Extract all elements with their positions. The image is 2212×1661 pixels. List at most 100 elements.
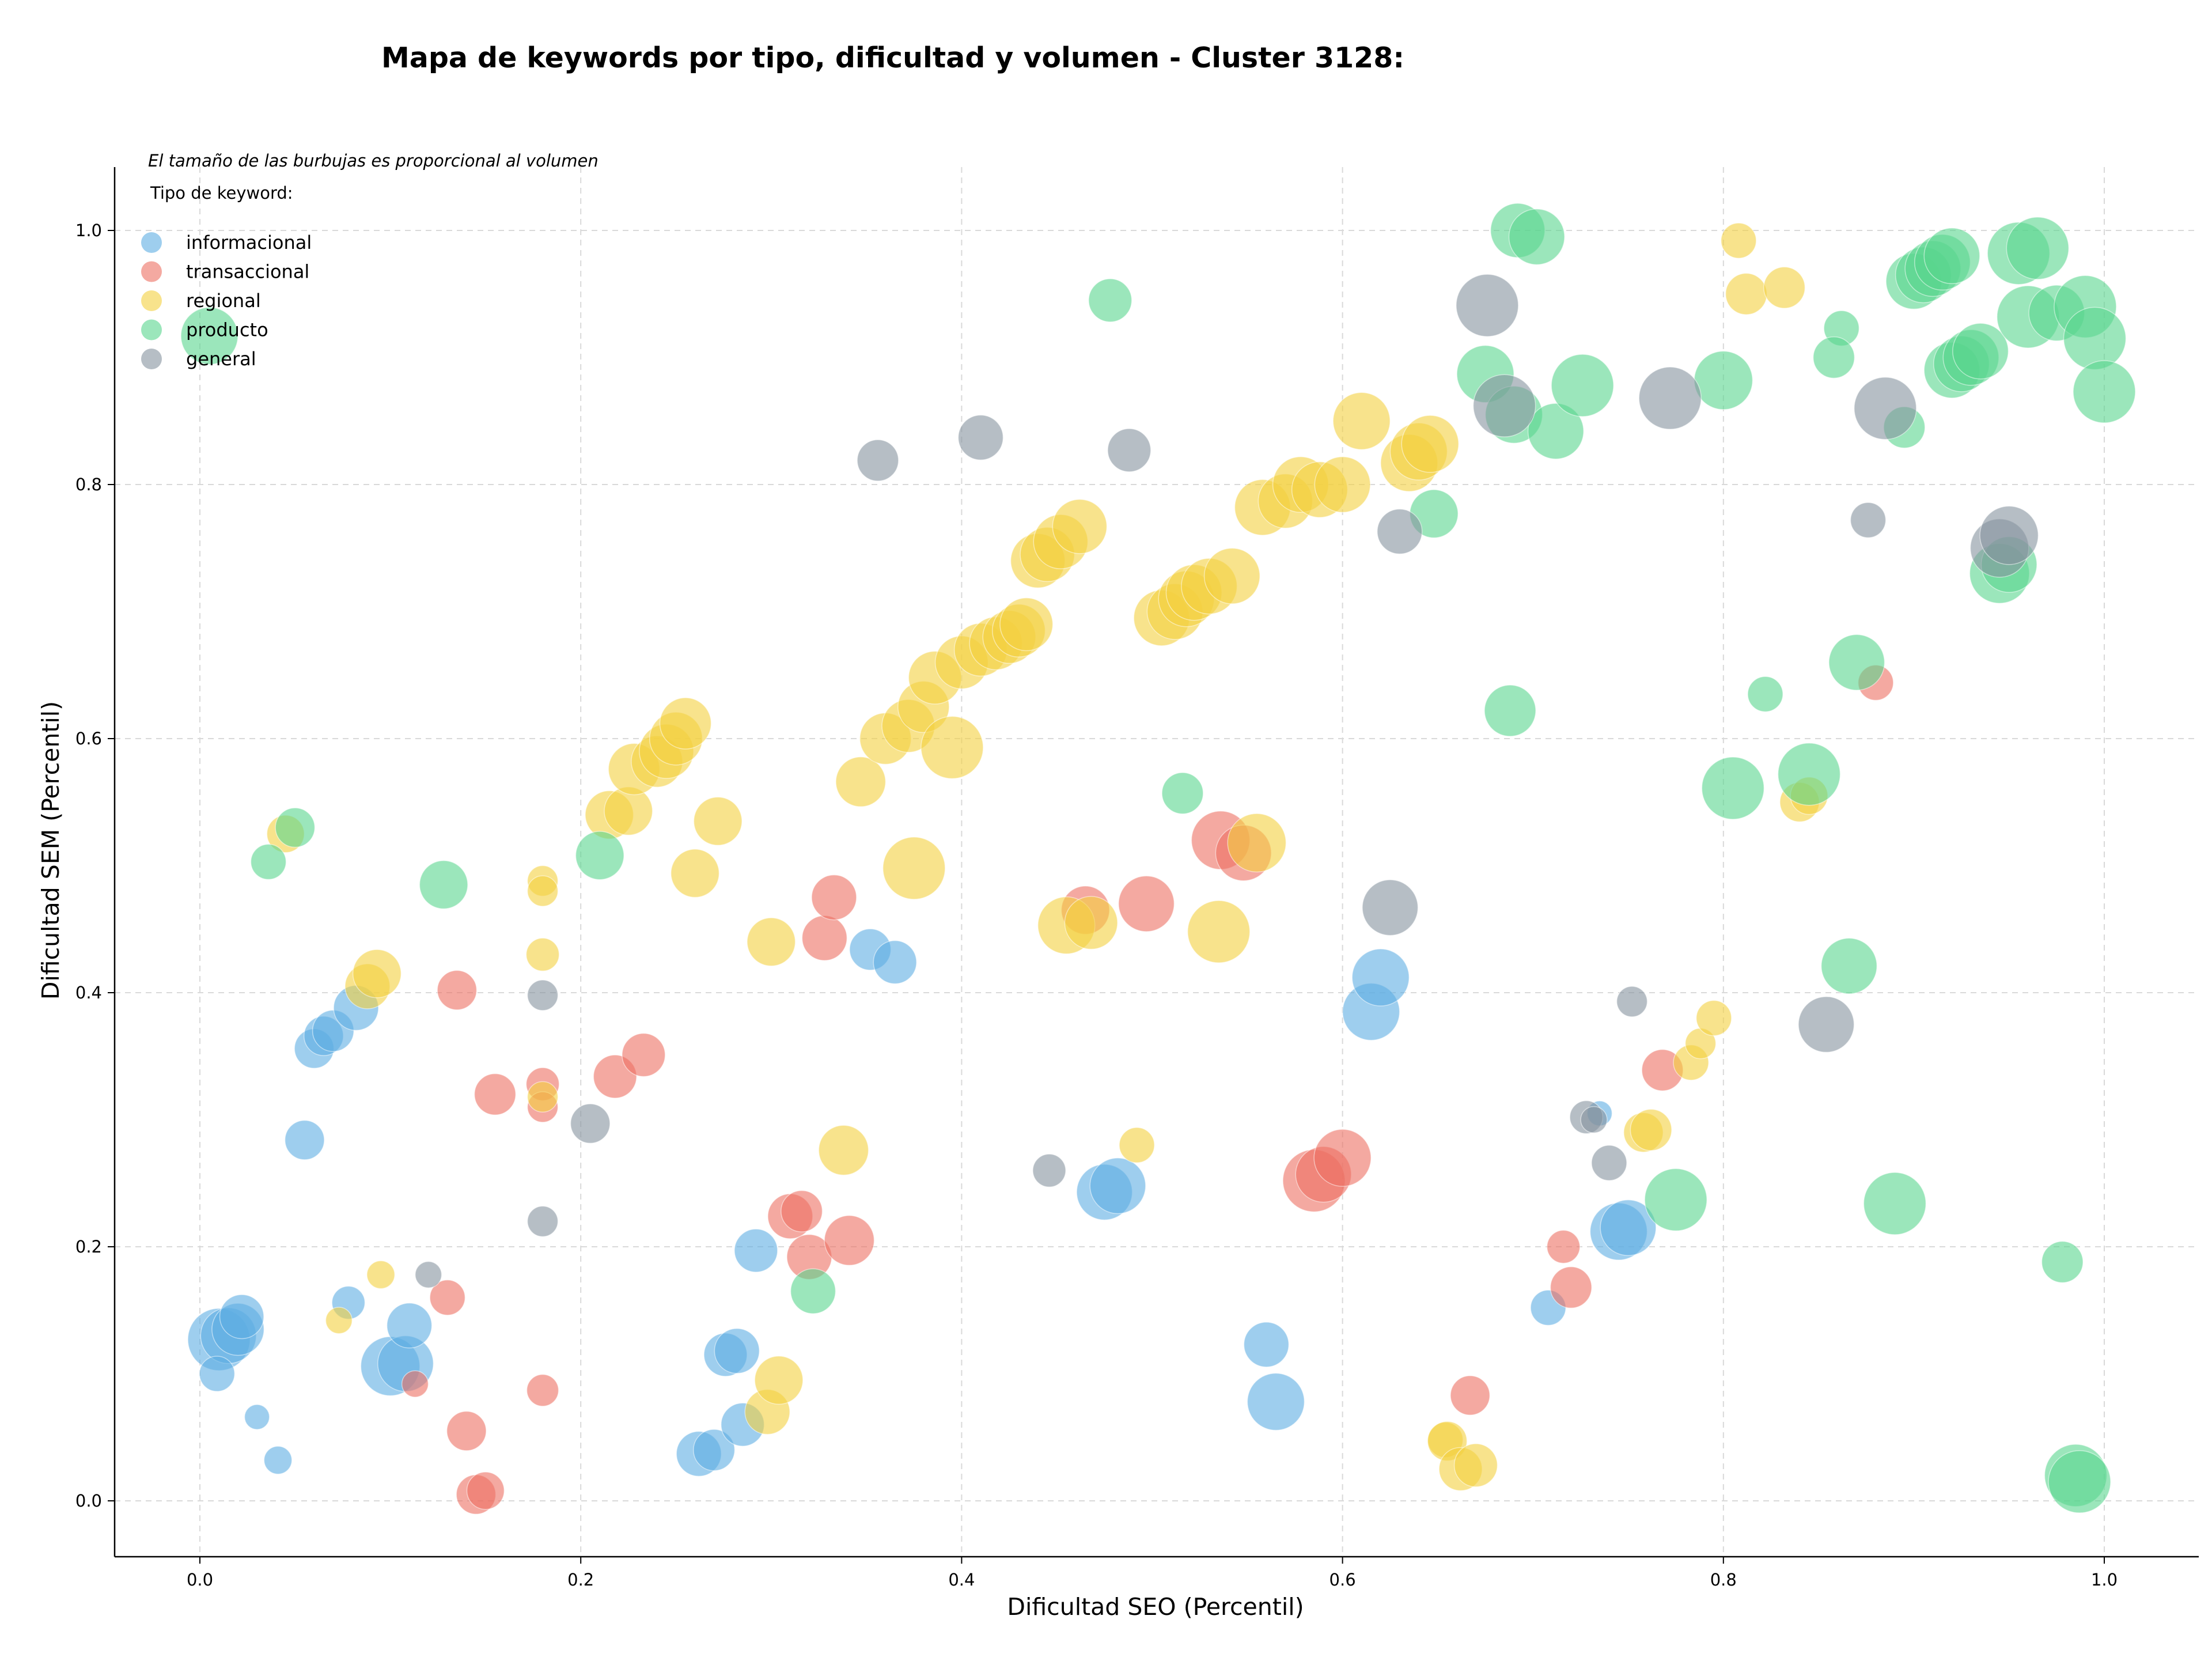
y-tick-label: 0.4 <box>75 983 102 1002</box>
regional-bubble <box>1763 266 1806 309</box>
general-bubble <box>857 439 899 482</box>
x-tick-label: 0.0 <box>187 1570 213 1590</box>
x-tick-label: 0.2 <box>567 1570 594 1590</box>
x-axis-label: Dificultad SEO (Percentil) <box>1007 1593 1304 1621</box>
producto-bubble <box>1820 937 1878 994</box>
regional-bubble <box>754 1355 804 1405</box>
producto-bubble <box>1777 742 1841 806</box>
transaccional-bubble <box>824 1215 875 1266</box>
general-bubble <box>1798 996 1855 1053</box>
general-bubble <box>415 1261 442 1289</box>
regional-bubble <box>525 937 560 972</box>
x-tick-label: 1.0 <box>2091 1570 2118 1590</box>
producto-bubble <box>1923 228 1980 285</box>
informacional-bubble <box>1247 1372 1305 1431</box>
producto-bubble <box>180 307 238 365</box>
regional-bubble <box>1453 1443 1498 1488</box>
regional-bubble <box>1119 1127 1155 1163</box>
regional-bubble <box>1052 498 1108 554</box>
x-tick-label: 0.4 <box>948 1570 975 1590</box>
legend-marker <box>141 349 162 369</box>
legend-label: regional <box>186 290 261 312</box>
general-bubble <box>570 1103 611 1144</box>
regional-bubble <box>1630 1108 1672 1151</box>
producto-bubble <box>1527 403 1584 460</box>
regional-bubble <box>527 875 559 907</box>
producto-bubble <box>1828 634 1885 691</box>
general-bubble <box>1472 374 1536 438</box>
producto-bubble <box>2073 360 2136 423</box>
transaccional-bubble <box>1450 1375 1491 1416</box>
informacional-bubble <box>284 1119 325 1160</box>
transaccional-bubble <box>429 1279 466 1316</box>
producto-bubble <box>1812 336 1855 379</box>
producto-bubble <box>1747 676 1783 713</box>
producto-bubble <box>1863 1172 1927 1235</box>
regional-bubble <box>1725 273 1768 315</box>
transaccional-bubble <box>1550 1266 1592 1309</box>
x-tick-label: 0.6 <box>1330 1570 1356 1590</box>
x-tick-label: 0.8 <box>1710 1570 1737 1590</box>
producto-bubble <box>2006 217 2070 280</box>
producto-bubble <box>1952 323 2009 380</box>
general-bubble <box>1591 1145 1627 1181</box>
legend-marker <box>141 261 162 282</box>
informacional-bubble <box>873 940 917 985</box>
regional-bubble <box>693 796 743 846</box>
regional-bubble <box>818 1125 869 1176</box>
legend-label: transaccional <box>186 261 309 283</box>
informacional-bubble <box>244 1404 270 1430</box>
informacional-bubble <box>734 1228 778 1273</box>
transaccional-bubble <box>401 1370 429 1398</box>
y-tick-label: 0.8 <box>75 475 102 494</box>
y-axis-label: Dificultad SEM (Percentil) <box>37 701 65 1000</box>
general-bubble <box>1377 508 1423 555</box>
transaccional-bubble <box>474 1073 517 1115</box>
regional-bubble <box>1203 547 1260 604</box>
general-bubble <box>527 979 559 1011</box>
legend: El tamaño de las burbujas es proporciona… <box>141 151 599 370</box>
regional-bubble <box>1695 1000 1732 1036</box>
transaccional-bubble <box>1118 875 1175 932</box>
informacional-bubble <box>1089 1157 1146 1214</box>
general-bubble <box>1580 1106 1608 1134</box>
regional-bubble <box>835 756 887 807</box>
bubbles <box>180 203 2136 1515</box>
legend-marker <box>141 319 162 340</box>
regional-bubble <box>747 917 796 967</box>
regional-bubble <box>882 837 946 900</box>
regional-bubble <box>921 716 984 780</box>
regional-bubble <box>1401 415 1459 473</box>
y-tick-label: 0.0 <box>75 1491 102 1511</box>
regional-bubble <box>659 697 712 750</box>
legend-marker <box>141 232 162 253</box>
legend-label: general <box>186 348 256 370</box>
producto-bubble <box>575 831 624 880</box>
producto-bubble <box>1508 208 1565 266</box>
informacional-bubble <box>693 1429 736 1471</box>
regional-bubble <box>1227 813 1287 873</box>
transaccional-bubble <box>466 1471 505 1510</box>
regional-bubble <box>670 849 720 898</box>
transaccional-bubble <box>801 915 848 961</box>
chart-title: Mapa de keywords por tipo, dificultad y … <box>381 41 1404 74</box>
regional-bubble <box>1332 392 1391 450</box>
producto-bubble <box>1161 772 1204 815</box>
producto-bubble <box>275 807 316 848</box>
regional-bubble <box>527 1081 559 1113</box>
transaccional-bubble <box>781 1190 823 1232</box>
transaccional-bubble <box>1313 1129 1372 1187</box>
regional-bubble <box>352 949 402 998</box>
legend-items: informacional transaccional regional produc… <box>141 232 312 370</box>
producto-bubble <box>419 860 468 910</box>
legend-note: El tamaño de las burbujas es proporciona… <box>148 151 599 171</box>
general-bubble <box>1854 376 1917 440</box>
producto-bubble <box>1644 1168 1707 1232</box>
general-bubble <box>1638 366 1702 430</box>
regional-bubble <box>1314 456 1371 513</box>
producto-bubble <box>1701 756 1765 820</box>
producto-bubble <box>1484 684 1536 737</box>
producto-bubble <box>2048 1450 2111 1514</box>
informacional-bubble <box>199 1356 236 1392</box>
